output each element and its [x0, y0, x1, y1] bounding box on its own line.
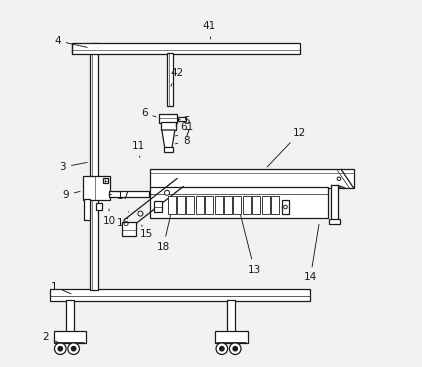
Text: 1: 1: [51, 281, 71, 294]
Circle shape: [337, 177, 341, 181]
Bar: [227, 300, 235, 332]
Text: 6: 6: [141, 108, 156, 118]
Bar: [243, 196, 251, 214]
Bar: [233, 196, 241, 214]
Bar: [252, 196, 260, 214]
Bar: [282, 200, 289, 214]
Polygon shape: [162, 130, 175, 148]
Text: 13: 13: [241, 215, 261, 275]
Circle shape: [233, 346, 238, 351]
Bar: [167, 52, 173, 106]
Text: 10: 10: [103, 209, 116, 226]
Bar: [187, 196, 195, 214]
Text: 4: 4: [54, 36, 87, 47]
Bar: [271, 196, 279, 214]
Bar: [122, 222, 136, 236]
Bar: [215, 196, 222, 214]
Bar: [96, 203, 102, 210]
Text: 9: 9: [62, 190, 80, 200]
Bar: [54, 331, 87, 343]
Circle shape: [54, 343, 66, 355]
Text: 61: 61: [176, 123, 193, 132]
Bar: [149, 170, 354, 188]
Bar: [177, 196, 185, 214]
Bar: [215, 331, 248, 343]
Text: 12: 12: [267, 128, 306, 167]
Circle shape: [216, 343, 227, 355]
Bar: [84, 199, 89, 219]
Circle shape: [68, 343, 79, 355]
Bar: [196, 196, 204, 214]
Bar: [154, 201, 162, 212]
Bar: [262, 196, 270, 214]
Circle shape: [220, 346, 224, 351]
Bar: [50, 290, 311, 301]
Bar: [168, 196, 176, 214]
Circle shape: [165, 190, 170, 195]
Bar: [83, 176, 110, 200]
Circle shape: [58, 346, 62, 351]
Text: 42: 42: [170, 68, 183, 86]
Text: 8: 8: [176, 136, 190, 146]
Bar: [66, 300, 74, 332]
Bar: [72, 43, 300, 54]
Circle shape: [138, 211, 143, 216]
Bar: [90, 43, 98, 290]
Text: 17: 17: [109, 191, 130, 201]
Text: 41: 41: [203, 21, 216, 39]
Bar: [329, 219, 340, 224]
Text: 15: 15: [139, 225, 153, 239]
Circle shape: [230, 343, 241, 355]
Bar: [109, 192, 149, 197]
Bar: [149, 187, 328, 218]
Bar: [159, 114, 177, 123]
Bar: [224, 196, 232, 214]
Bar: [178, 117, 186, 121]
Text: 2: 2: [42, 332, 60, 343]
Text: 3: 3: [60, 162, 87, 172]
Text: 7: 7: [176, 128, 190, 139]
Bar: [205, 196, 213, 214]
Text: 5: 5: [178, 116, 190, 126]
Bar: [331, 185, 338, 221]
Circle shape: [71, 346, 76, 351]
Circle shape: [284, 205, 287, 209]
Text: 18: 18: [157, 215, 170, 252]
Text: 16: 16: [117, 212, 130, 228]
Bar: [161, 122, 176, 130]
Text: 11: 11: [131, 141, 145, 157]
Text: 14: 14: [304, 224, 319, 283]
Bar: [103, 178, 108, 183]
Bar: [164, 148, 173, 152]
